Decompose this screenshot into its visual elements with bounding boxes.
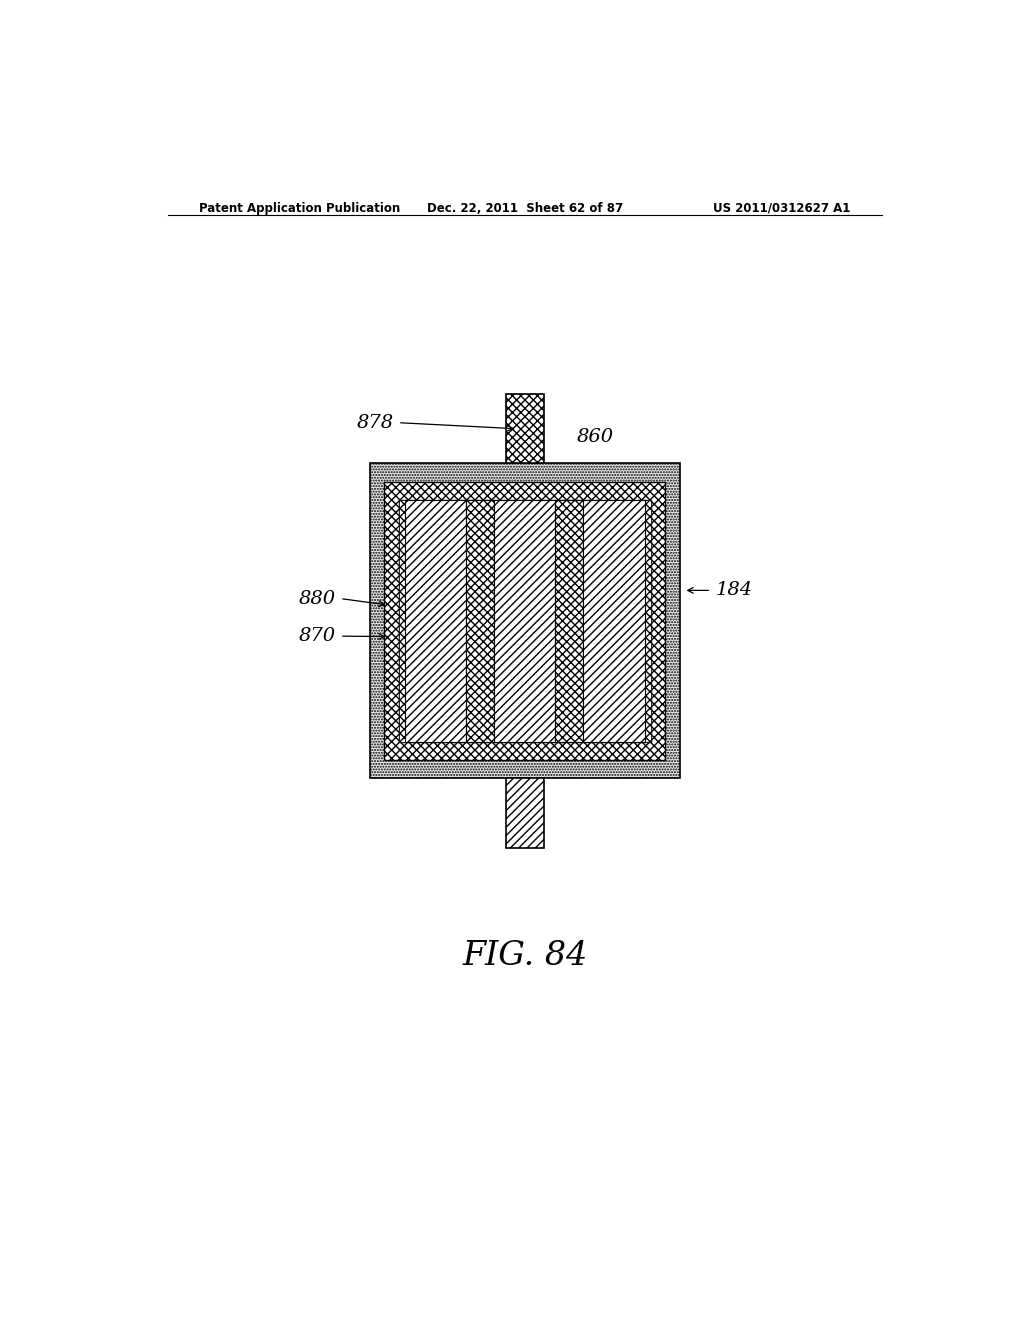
- Bar: [398, 500, 651, 742]
- Text: Dec. 22, 2011  Sheet 62 of 87: Dec. 22, 2011 Sheet 62 of 87: [427, 202, 623, 215]
- Text: 860: 860: [577, 428, 613, 446]
- Bar: [506, 395, 544, 463]
- Bar: [384, 482, 666, 760]
- Text: US 2011/0312627 A1: US 2011/0312627 A1: [713, 202, 850, 215]
- Text: 184: 184: [715, 581, 753, 599]
- Text: FIG. 84: FIG. 84: [462, 940, 588, 973]
- Text: 880: 880: [299, 590, 336, 607]
- Text: Patent Application Publication: Patent Application Publication: [200, 202, 400, 215]
- Bar: [495, 500, 555, 742]
- Bar: [466, 500, 495, 742]
- Bar: [555, 500, 584, 742]
- Bar: [584, 500, 645, 742]
- Bar: [506, 779, 544, 847]
- Text: 878: 878: [356, 413, 394, 432]
- Bar: [645, 500, 651, 742]
- Bar: [370, 463, 680, 779]
- Bar: [404, 500, 466, 742]
- Bar: [398, 500, 404, 742]
- Text: 870: 870: [299, 627, 336, 645]
